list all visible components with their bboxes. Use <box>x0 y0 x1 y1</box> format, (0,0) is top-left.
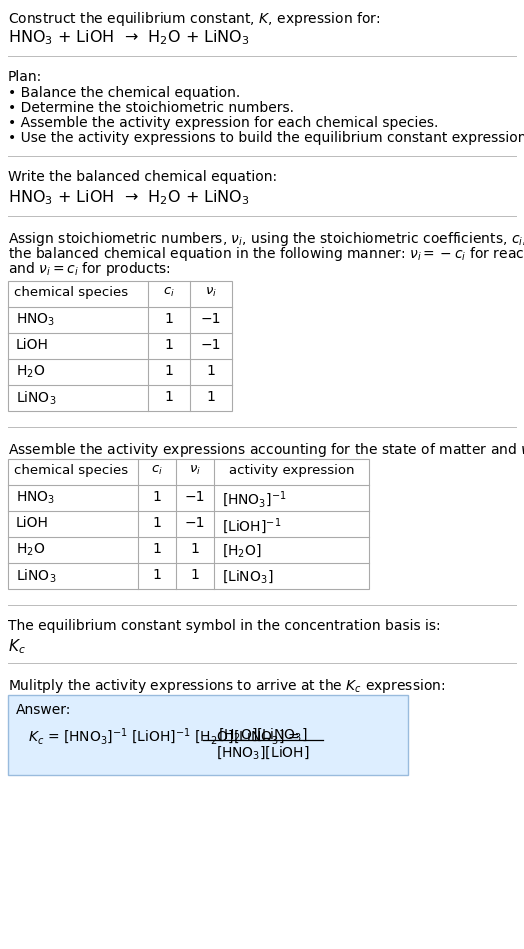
Text: LiOH: LiOH <box>16 516 49 530</box>
Text: • Assemble the activity expression for each chemical species.: • Assemble the activity expression for e… <box>8 116 439 130</box>
Text: 1: 1 <box>152 490 161 504</box>
Text: −1: −1 <box>185 490 205 504</box>
Text: Plan:: Plan: <box>8 70 42 84</box>
Text: Mulitply the activity expressions to arrive at the $K_c$ expression:: Mulitply the activity expressions to arr… <box>8 677 445 695</box>
Text: 1: 1 <box>191 542 200 556</box>
Text: $K_c$ = [HNO$_3$]$^{-1}$ [LiOH]$^{-1}$ [H$_2$O][LiNO$_3$] =: $K_c$ = [HNO$_3$]$^{-1}$ [LiOH]$^{-1}$ [… <box>28 727 301 748</box>
Text: • Balance the chemical equation.: • Balance the chemical equation. <box>8 86 240 100</box>
Text: chemical species: chemical species <box>14 464 128 477</box>
Text: 1: 1 <box>206 390 215 404</box>
Text: 1: 1 <box>206 364 215 378</box>
Text: 1: 1 <box>165 364 173 378</box>
Text: −1: −1 <box>201 312 221 326</box>
Text: H$_2$O: H$_2$O <box>16 364 45 381</box>
Text: LiNO$_3$: LiNO$_3$ <box>16 390 57 407</box>
Text: chemical species: chemical species <box>14 286 128 299</box>
Text: 1: 1 <box>165 390 173 404</box>
Text: • Use the activity expressions to build the equilibrium constant expression.: • Use the activity expressions to build … <box>8 131 524 145</box>
Text: The equilibrium constant symbol in the concentration basis is:: The equilibrium constant symbol in the c… <box>8 619 441 633</box>
Text: [HNO$_3$][LiOH]: [HNO$_3$][LiOH] <box>216 744 310 761</box>
Text: 1: 1 <box>165 312 173 326</box>
FancyBboxPatch shape <box>8 459 369 589</box>
Text: 1: 1 <box>152 516 161 530</box>
Text: HNO$_3$: HNO$_3$ <box>16 490 55 507</box>
Text: $K_c$: $K_c$ <box>8 637 26 656</box>
Text: LiOH: LiOH <box>16 338 49 352</box>
Text: [HNO$_3$]$^{-1}$: [HNO$_3$]$^{-1}$ <box>222 490 287 511</box>
Text: HNO$_3$: HNO$_3$ <box>16 312 55 328</box>
Text: $\nu_i$: $\nu_i$ <box>205 286 217 299</box>
Text: • Determine the stoichiometric numbers.: • Determine the stoichiometric numbers. <box>8 101 294 115</box>
Text: Answer:: Answer: <box>16 703 71 717</box>
Text: $\nu_i$: $\nu_i$ <box>189 464 201 477</box>
Text: 1: 1 <box>191 568 200 582</box>
Text: Write the balanced chemical equation:: Write the balanced chemical equation: <box>8 170 277 184</box>
Text: HNO$_3$ + LiOH  →  H$_2$O + LiNO$_3$: HNO$_3$ + LiOH → H$_2$O + LiNO$_3$ <box>8 188 250 207</box>
FancyBboxPatch shape <box>8 695 408 775</box>
Text: Assign stoichiometric numbers, $\nu_i$, using the stoichiometric coefficients, $: Assign stoichiometric numbers, $\nu_i$, … <box>8 230 524 248</box>
Text: HNO$_3$ + LiOH  →  H$_2$O + LiNO$_3$: HNO$_3$ + LiOH → H$_2$O + LiNO$_3$ <box>8 28 250 47</box>
Text: 1: 1 <box>152 542 161 556</box>
Text: 1: 1 <box>152 568 161 582</box>
Text: H$_2$O: H$_2$O <box>16 542 45 558</box>
Text: 1: 1 <box>165 338 173 352</box>
Text: LiNO$_3$: LiNO$_3$ <box>16 568 57 586</box>
Text: [H$_2$O][LiNO$_3$]: [H$_2$O][LiNO$_3$] <box>218 726 308 743</box>
Text: and $\nu_i = c_i$ for products:: and $\nu_i = c_i$ for products: <box>8 260 171 278</box>
Text: −1: −1 <box>201 338 221 352</box>
Text: −1: −1 <box>185 516 205 530</box>
Text: [H$_2$O]: [H$_2$O] <box>222 542 261 559</box>
FancyBboxPatch shape <box>8 281 232 411</box>
Text: Assemble the activity expressions accounting for the state of matter and $\nu_i$: Assemble the activity expressions accoun… <box>8 441 524 459</box>
Text: [LiNO$_3$]: [LiNO$_3$] <box>222 568 274 585</box>
Text: [LiOH]$^{-1}$: [LiOH]$^{-1}$ <box>222 516 281 536</box>
Text: activity expression: activity expression <box>229 464 354 477</box>
Text: $c_i$: $c_i$ <box>151 464 163 477</box>
Text: $c_i$: $c_i$ <box>163 286 175 299</box>
Text: the balanced chemical equation in the following manner: $\nu_i = -c_i$ for react: the balanced chemical equation in the fo… <box>8 245 524 263</box>
Text: Construct the equilibrium constant, $K$, expression for:: Construct the equilibrium constant, $K$,… <box>8 10 380 28</box>
